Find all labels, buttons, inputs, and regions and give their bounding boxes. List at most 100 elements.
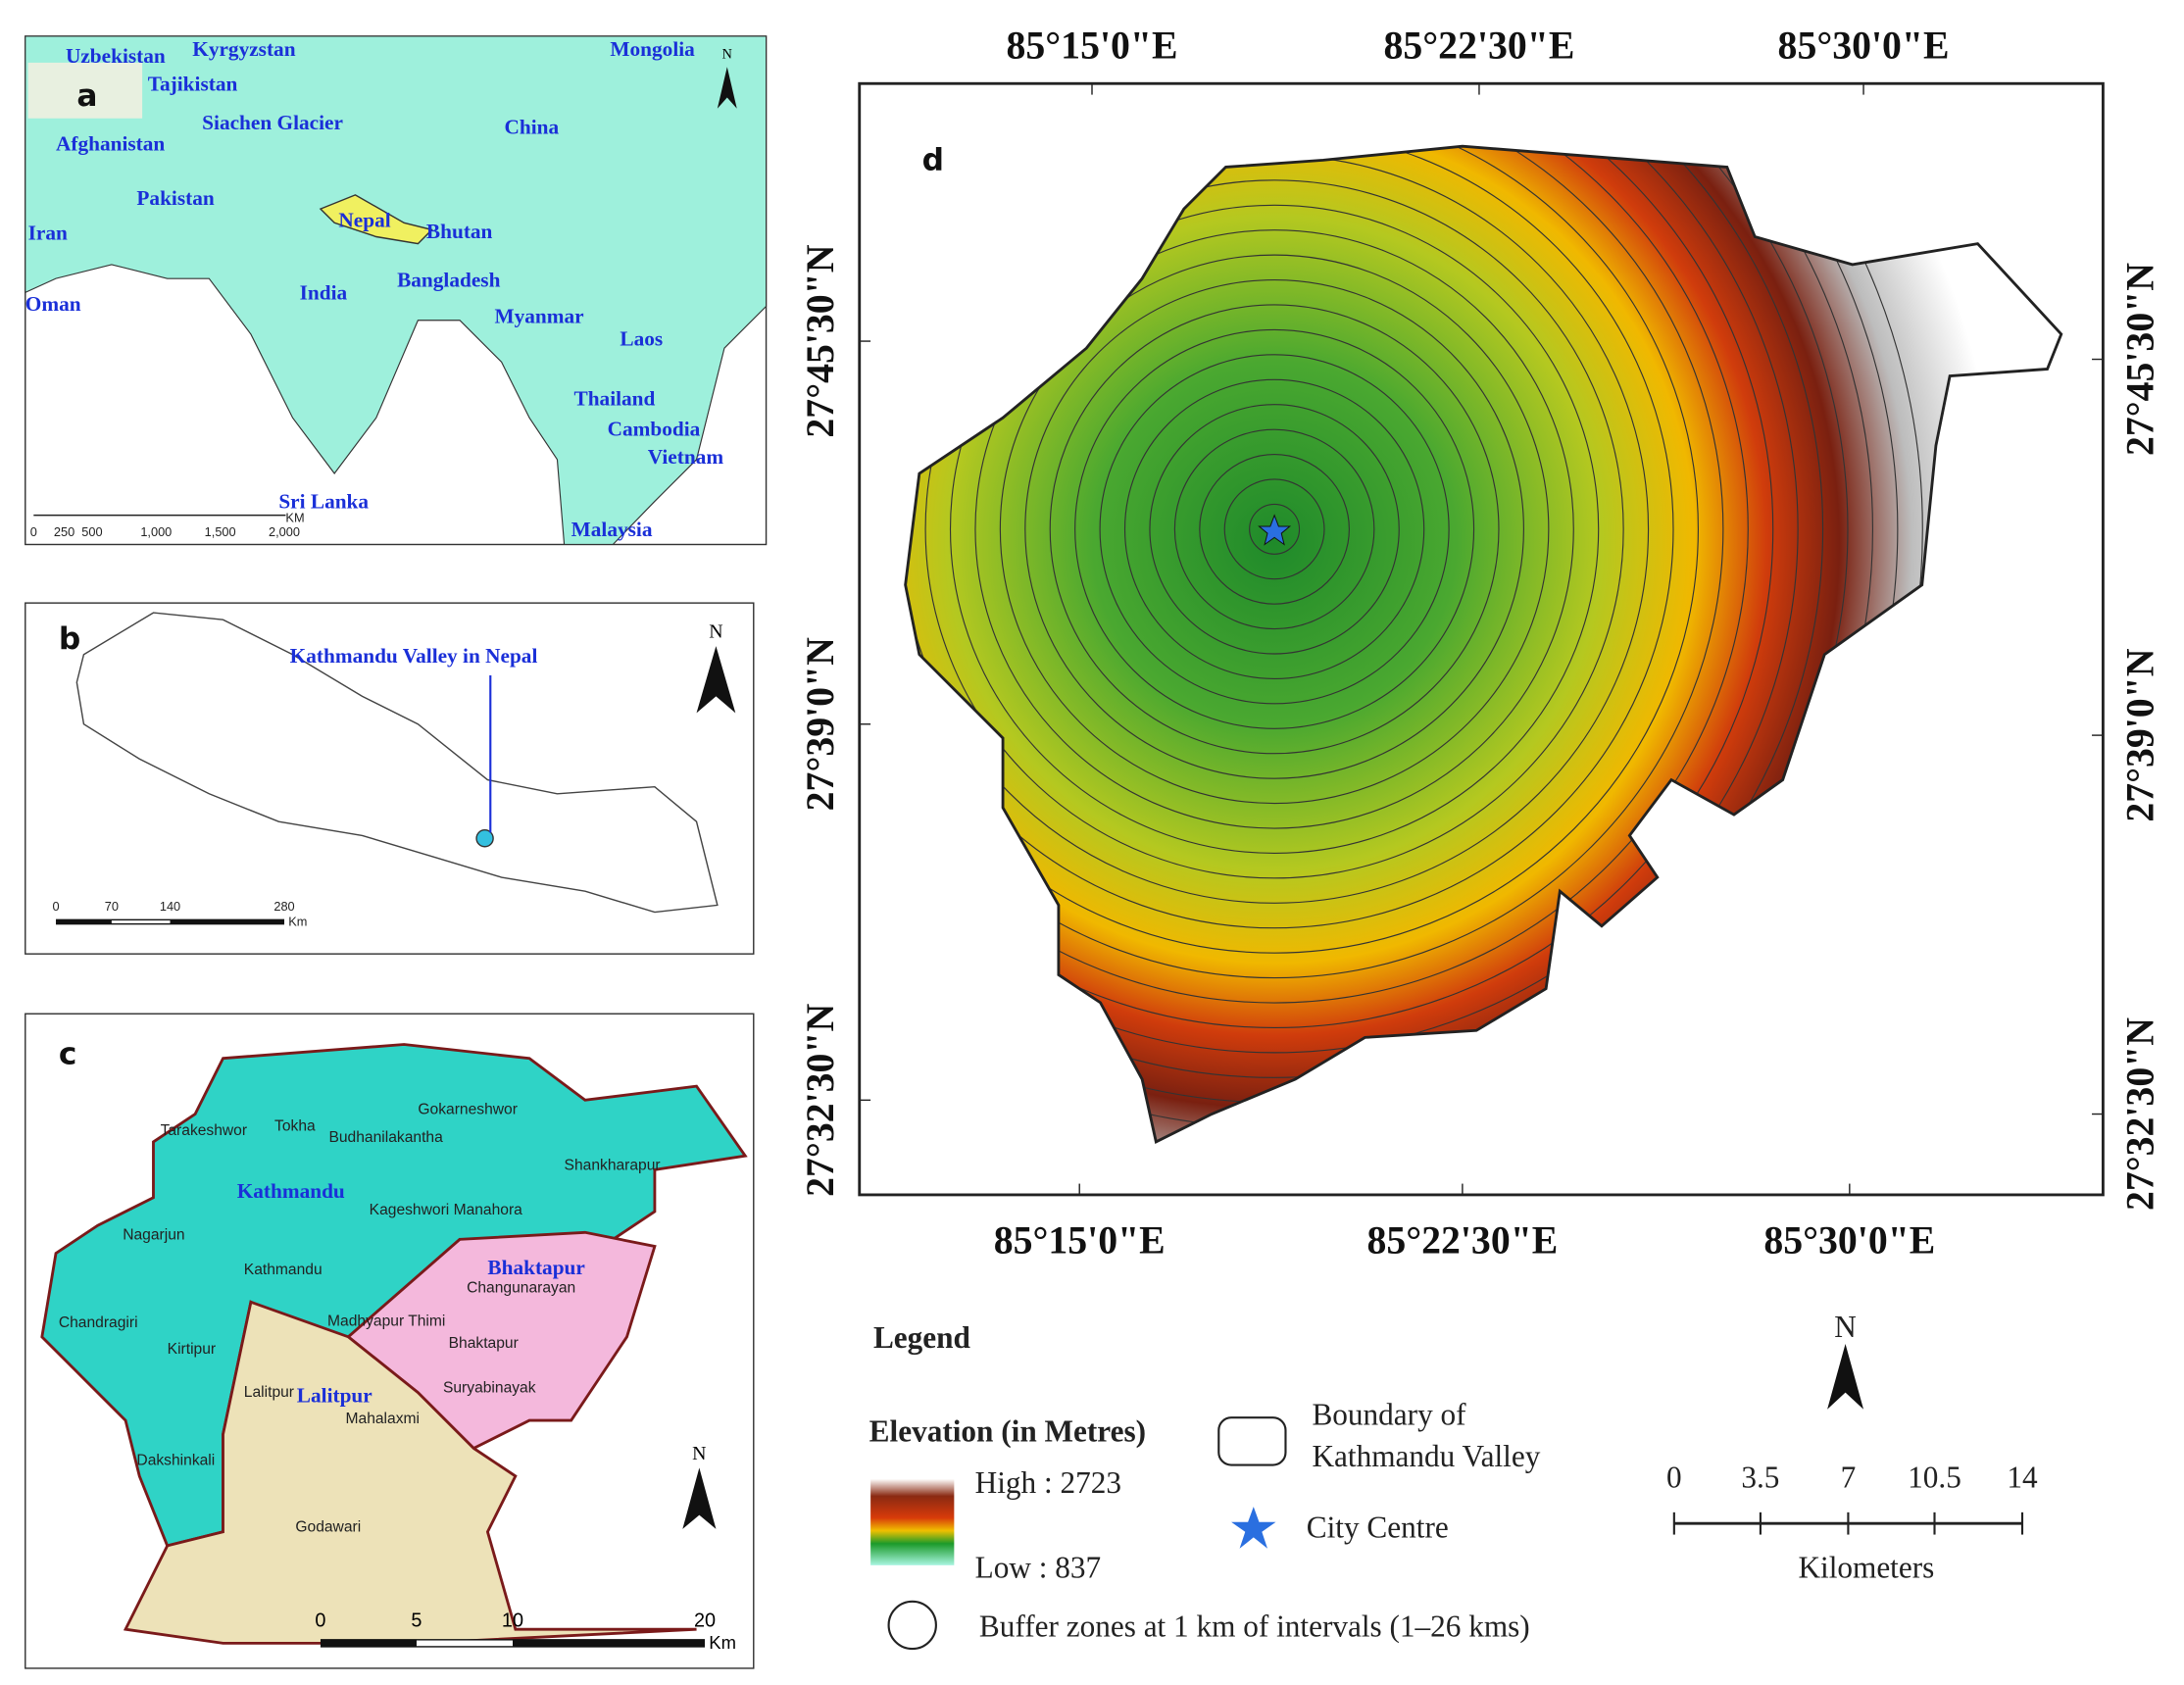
country-label: Nepal bbox=[338, 209, 390, 232]
country-label: Oman bbox=[25, 292, 81, 316]
municipality-label: Chandragiri bbox=[59, 1314, 138, 1331]
buffer-ring bbox=[905, 146, 1749, 1004]
scale-label: 70 bbox=[105, 899, 119, 914]
country-label: Mongolia bbox=[610, 37, 695, 61]
elevation-title: Elevation (in Metres) bbox=[869, 1413, 1146, 1448]
country-label: Tajikistan bbox=[148, 72, 238, 95]
country-label: Bangladesh bbox=[397, 269, 500, 292]
north-arrow bbox=[1827, 1343, 1864, 1410]
scale-bar-segment bbox=[111, 920, 171, 923]
buffer-ring bbox=[1123, 378, 1425, 679]
land bbox=[25, 35, 768, 546]
scale-label: 1,500 bbox=[205, 524, 236, 539]
north-label: N bbox=[1834, 1310, 1857, 1344]
scale-label: 14 bbox=[2007, 1460, 2038, 1494]
buffer-ring bbox=[999, 254, 1550, 805]
panel-a-labels: Uzbekistan Kyrgyzstan Mongolia Tajikistan Si… bbox=[25, 37, 724, 541]
country-label: Kyrgyzstan bbox=[192, 37, 295, 61]
buffer-ring bbox=[924, 179, 1624, 879]
country-label: Laos bbox=[620, 326, 663, 350]
country-label: Cambodia bbox=[608, 418, 701, 441]
north-label: N bbox=[722, 47, 732, 63]
nepal-outline bbox=[75, 612, 719, 914]
country-label: Myanmar bbox=[495, 305, 584, 328]
municipality-label: Kageshwori Manahora bbox=[370, 1202, 523, 1218]
panel-c-labels: Kathmandu Bhaktapur Lalitpur Tarakeshwor Tok… bbox=[59, 1102, 736, 1654]
municipality-label: Godawari bbox=[295, 1519, 361, 1536]
buffer-ring bbox=[1149, 404, 1400, 655]
scale-label: 0 bbox=[52, 899, 59, 914]
buffer-ring bbox=[1223, 478, 1325, 580]
north-label: N bbox=[709, 621, 722, 643]
scale-label: 7 bbox=[1841, 1460, 1857, 1494]
municipality-label: Bhaktapur bbox=[449, 1335, 519, 1352]
buffer-ring bbox=[949, 204, 1600, 855]
country-label: Pakistan bbox=[136, 186, 214, 210]
municipality-label: Gokarneshwor bbox=[418, 1102, 518, 1118]
district-label: Bhaktapur bbox=[487, 1256, 584, 1279]
longitude-label: 85°22'30"E bbox=[1366, 1219, 1558, 1263]
country-label: Iran bbox=[28, 221, 68, 244]
buffer-ring bbox=[905, 146, 1674, 929]
country-label: China bbox=[504, 115, 559, 138]
elevation-low: Low : 837 bbox=[975, 1551, 1101, 1585]
buffer-ring bbox=[905, 146, 1699, 954]
panel-label: b bbox=[59, 621, 80, 657]
scale-label: 280 bbox=[273, 899, 294, 914]
north-label: N bbox=[692, 1443, 706, 1464]
municipality-label: Shankharapur bbox=[565, 1157, 661, 1173]
scale-label: 3.5 bbox=[1741, 1460, 1779, 1494]
country-label: Sri Lanka bbox=[278, 490, 369, 514]
latitude-label: 27°32'30"N bbox=[2119, 1017, 2162, 1211]
legend-title: Legend bbox=[873, 1320, 971, 1355]
scale-unit: Km bbox=[709, 1632, 736, 1653]
country-label: Vietnam bbox=[648, 445, 724, 469]
scale-label: 500 bbox=[81, 524, 102, 539]
boundary-label: Kathmandu Valley bbox=[1312, 1439, 1540, 1473]
country-label: Thailand bbox=[574, 386, 656, 410]
latitude-label: 27°45'30"N bbox=[799, 244, 842, 437]
scale-unit: KM bbox=[285, 511, 304, 525]
municipality-label: Lalitpur bbox=[244, 1384, 294, 1401]
municipality-label: Madhyapur Thimi bbox=[327, 1313, 445, 1329]
country-label: Afghanistan bbox=[56, 131, 165, 155]
municipality-label: Kathmandu bbox=[244, 1262, 323, 1278]
legend: Legend Elevation (in Metres) High : 2723 Lo… bbox=[869, 1310, 2038, 1651]
country-label: Malaysia bbox=[571, 518, 653, 541]
buffer-ring bbox=[1173, 428, 1375, 630]
buffer-ring bbox=[905, 146, 1899, 1142]
north-arrow bbox=[696, 646, 736, 714]
buffer-ring bbox=[1199, 453, 1350, 605]
municipality-label: Suryabinayak bbox=[443, 1380, 536, 1397]
buffer-ring bbox=[974, 229, 1574, 829]
municipality-label: Nagarjun bbox=[123, 1226, 184, 1243]
longitude-label: 85°15'0"E bbox=[994, 1219, 1166, 1263]
panel-label-bg bbox=[27, 62, 143, 119]
scale-label: 140 bbox=[160, 899, 180, 914]
country-label: Uzbekistan bbox=[66, 44, 166, 68]
buffer-ring bbox=[905, 146, 1774, 1029]
latitude-label: 27°45'30"N bbox=[2119, 263, 2162, 456]
municipality-label: Mahalaxmi bbox=[346, 1411, 420, 1427]
buffer-ring bbox=[905, 146, 1724, 979]
panel-label: d bbox=[922, 142, 944, 177]
north-arrow bbox=[682, 1467, 717, 1529]
scale-label: 20 bbox=[694, 1610, 716, 1631]
buffer-ring bbox=[1024, 278, 1524, 779]
panel-label: a bbox=[76, 78, 97, 114]
scale-bar-segment bbox=[416, 1640, 514, 1647]
scale-label: 0 bbox=[1666, 1460, 1682, 1494]
buffer-ring bbox=[905, 146, 1923, 1142]
municipality-label: Kirtipur bbox=[168, 1341, 216, 1358]
scale-label: 0 bbox=[30, 524, 37, 539]
municipality-label: Budhanilakantha bbox=[328, 1129, 443, 1146]
scale-label: 10 bbox=[502, 1610, 523, 1631]
buffer-label: Buffer zones at 1 km of intervals (1–26 … bbox=[979, 1609, 1530, 1643]
city-centre bbox=[1258, 514, 1292, 546]
elevation-ramp bbox=[870, 1478, 955, 1565]
city-symbol bbox=[1231, 1507, 1276, 1549]
longitude-label: 85°15'0"E bbox=[1007, 25, 1178, 68]
